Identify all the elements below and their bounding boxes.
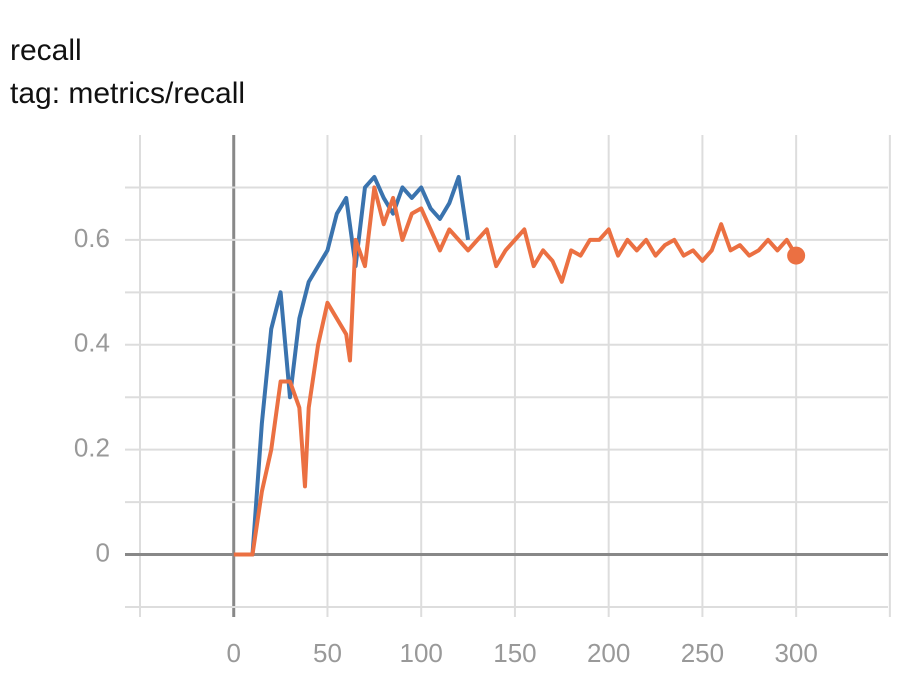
- y-tick-label: 0.2: [74, 433, 110, 463]
- y-tick-label: 0: [96, 537, 110, 567]
- y-tick-label: 0.4: [74, 328, 110, 358]
- end-point: [787, 246, 806, 265]
- chart-subtitle: tag: metrics/recall: [10, 77, 245, 110]
- series-line: [233, 174, 471, 557]
- series-line: [233, 185, 798, 557]
- x-tick-label: 100: [400, 638, 443, 668]
- y-tick-label: 0.6: [74, 223, 110, 253]
- x-tick-label: 50: [313, 638, 342, 668]
- chart-title: recall: [10, 34, 82, 67]
- x-tick-label: 0: [226, 638, 240, 668]
- x-tick-label: 300: [774, 638, 817, 668]
- x-tick-label: 250: [681, 638, 724, 668]
- x-tick-label: 150: [493, 638, 536, 668]
- x-tick-label: 200: [587, 638, 630, 668]
